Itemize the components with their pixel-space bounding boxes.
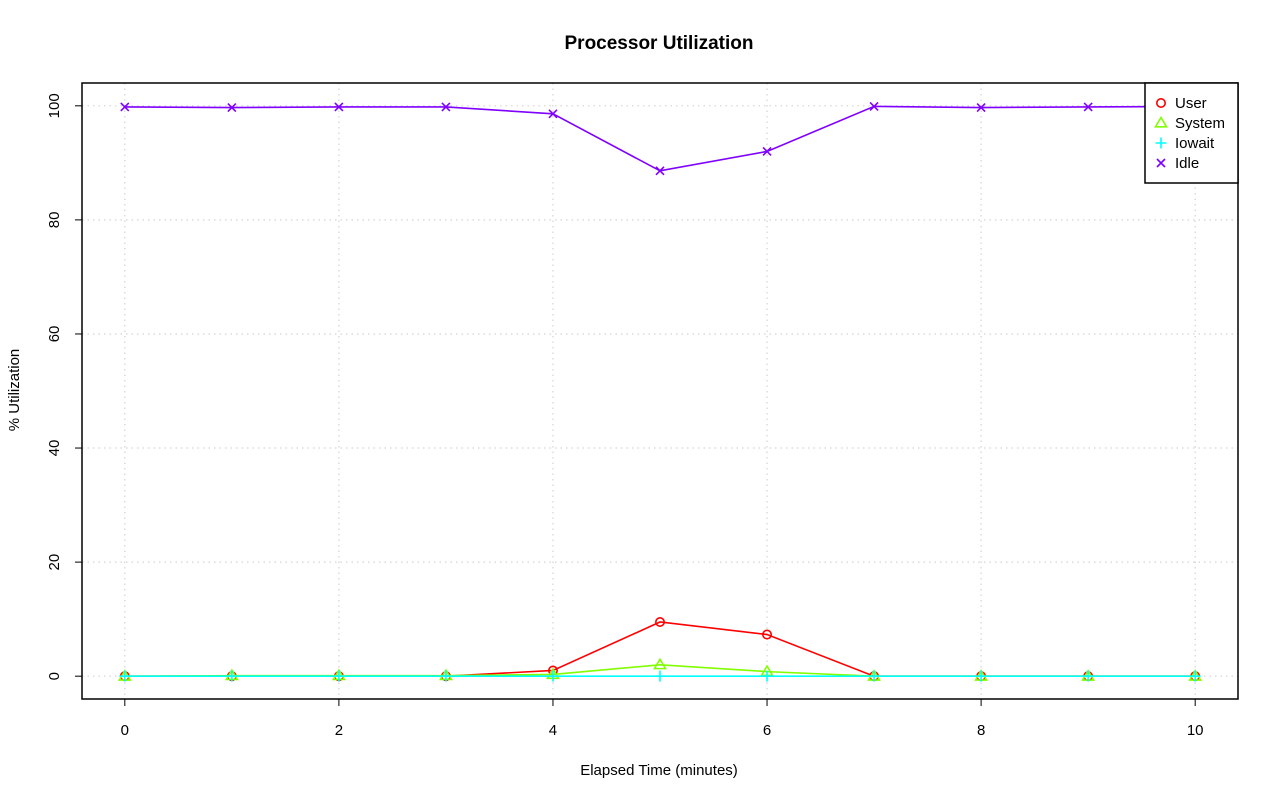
legend-label-iowait: Iowait	[1175, 135, 1215, 152]
legend-marker-system	[1154, 115, 1168, 128]
data-point-idle	[441, 102, 451, 112]
data-point-iowait	[761, 670, 773, 682]
x-tick-label: 0	[121, 722, 129, 739]
data-point-idle	[976, 102, 986, 113]
series-layer	[117, 101, 1203, 682]
legend-box	[1144, 82, 1239, 184]
data-point-iowait	[654, 670, 666, 682]
data-point-user	[762, 629, 773, 640]
x-tick-label: 4	[549, 722, 557, 739]
y-axis-label: % Utilization	[6, 349, 23, 432]
data-point-iowait	[1082, 670, 1094, 682]
legend-item-idle: Idle	[1156, 155, 1199, 172]
legend: User System Iowait Idle	[1144, 82, 1239, 184]
legend-item-user: User	[1156, 95, 1207, 112]
data-point-idle	[1083, 102, 1093, 112]
data-point-user	[654, 616, 665, 627]
y-tick-label: 80	[46, 212, 63, 229]
y-tick-label: 60	[46, 326, 63, 343]
x-axis-label: Elapsed Time (minutes)	[580, 762, 738, 779]
data-point-idle	[227, 102, 237, 113]
data-point-iowait	[440, 670, 452, 682]
legend-marker-idle	[1156, 158, 1166, 168]
x-tick-label: 8	[977, 722, 985, 739]
legend-label-user: User	[1175, 95, 1207, 112]
data-point-iowait	[226, 670, 238, 682]
y-tick-label: 100	[46, 93, 63, 118]
y-axis: 0 20 40 60 80 100	[46, 93, 83, 680]
x-tick-label: 6	[763, 722, 771, 739]
legend-label-idle: Idle	[1175, 155, 1199, 172]
data-point-idle	[655, 166, 665, 176]
series-iowait	[119, 670, 1201, 682]
data-point-iowait	[333, 670, 345, 682]
y-tick-label: 0	[46, 672, 63, 680]
y-tick-label: 40	[46, 440, 63, 457]
legend-item-system: System	[1154, 115, 1225, 132]
data-point-idle	[762, 146, 772, 157]
x-axis: 0 2 4 6 8 10	[121, 698, 1204, 739]
chart-title: Processor Utilization	[565, 33, 754, 54]
x-tick-label: 2	[335, 722, 343, 739]
legend-item-iowait: Iowait	[1155, 135, 1215, 152]
data-point-idle	[120, 102, 130, 112]
data-point-idle	[334, 102, 344, 112]
data-point-iowait	[119, 670, 131, 682]
data-point-iowait	[1189, 670, 1201, 682]
data-point-iowait	[547, 670, 559, 682]
legend-label-system: System	[1175, 115, 1225, 132]
data-point-idle	[548, 109, 558, 119]
x-tick-label: 10	[1187, 722, 1204, 739]
data-point-system	[653, 657, 667, 670]
legend-marker-iowait	[1155, 137, 1167, 149]
data-point-idle	[869, 101, 879, 111]
y-tick-label: 20	[46, 554, 63, 571]
legend-marker-user	[1156, 98, 1167, 109]
data-point-iowait	[868, 670, 880, 682]
data-point-iowait	[975, 670, 987, 682]
